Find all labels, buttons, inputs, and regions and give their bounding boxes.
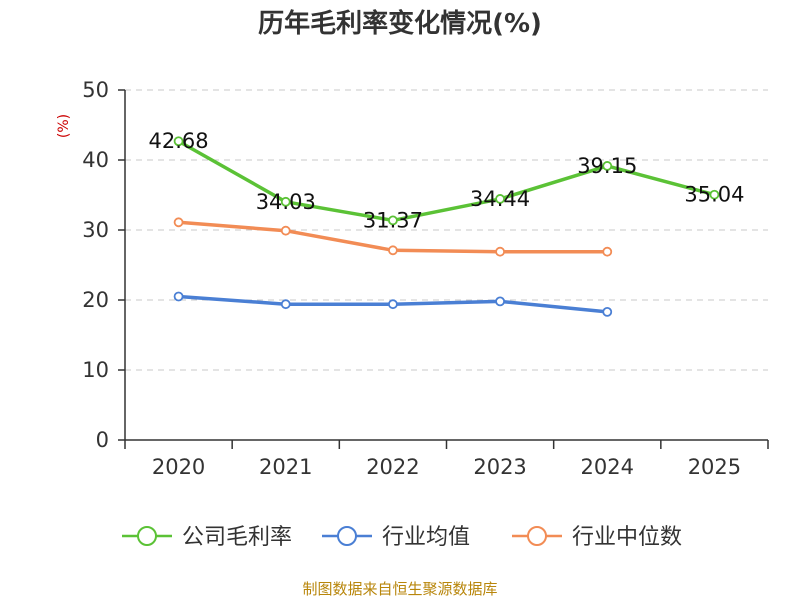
series-2	[173, 291, 613, 317]
data-point	[388, 245, 398, 256]
source-note: 制图数据来自恒生聚源数据库	[302, 580, 497, 598]
data-point	[388, 299, 398, 310]
data-point	[173, 217, 184, 228]
data-point	[280, 196, 291, 207]
legend-label: 公司毛利率	[182, 525, 292, 550]
x-tick-label: 2025	[688, 455, 741, 479]
x-tick-label: 2020	[152, 455, 205, 479]
data-point	[495, 296, 505, 307]
x-tick-label: 2023	[473, 455, 526, 479]
y-tick-label: 10	[82, 358, 109, 382]
legend-item-2[interactable]: 行业均值	[322, 525, 470, 550]
data-label: 35.04	[684, 183, 744, 207]
y-tick-label: 30	[82, 218, 109, 242]
data-point	[602, 161, 613, 171]
grid-lines	[125, 89, 768, 371]
x-tick-label: 2022	[366, 455, 419, 479]
y-tick-label: 0	[96, 428, 109, 452]
axes: 0 10 20 30 40 50 2020 2021 2022 2023 2024 2025	[82, 78, 769, 479]
data-point	[495, 194, 505, 204]
y-axis-label: (%)	[56, 114, 72, 138]
data-point	[388, 215, 398, 226]
data-point	[602, 246, 613, 257]
legend-marker	[137, 526, 157, 546]
data-point	[280, 225, 291, 236]
data-point	[602, 306, 613, 317]
y-tick-label: 50	[82, 78, 109, 102]
legend-marker	[527, 526, 547, 546]
legend-label: 行业均值	[382, 525, 470, 550]
legend[interactable]: 公司毛利率 行业均值 行业中位数	[122, 525, 682, 550]
data-label: 42.68	[149, 129, 209, 153]
x-tick-label: 2024	[581, 455, 634, 479]
y-tick-label: 40	[82, 148, 109, 172]
legend-item-1[interactable]: 公司毛利率	[122, 525, 292, 550]
series-line	[177, 139, 715, 223]
data-point	[173, 136, 184, 147]
y-tick-label: 20	[82, 288, 109, 312]
data-label: 34.44	[470, 187, 530, 211]
data-label: 34.03	[256, 190, 316, 214]
chart-title: 历年毛利率变化情况(%)	[258, 8, 542, 39]
legend-item-3[interactable]: 行业中位数	[512, 525, 682, 550]
data-point	[280, 299, 291, 310]
data-point	[495, 246, 505, 257]
legend-marker	[337, 526, 357, 546]
legend-label: 行业中位数	[572, 525, 682, 550]
data-point	[173, 291, 184, 302]
data-label: 39.15	[577, 154, 637, 178]
x-tick-label: 2021	[259, 455, 312, 479]
series-3	[173, 217, 613, 257]
data-point	[709, 189, 720, 200]
data-label: 31.37	[363, 208, 423, 232]
data-labels: 42.68 34.03 31.37 34.44 39.15 35.04	[149, 129, 745, 232]
series-lines	[173, 136, 720, 317]
series-1	[173, 136, 720, 226]
